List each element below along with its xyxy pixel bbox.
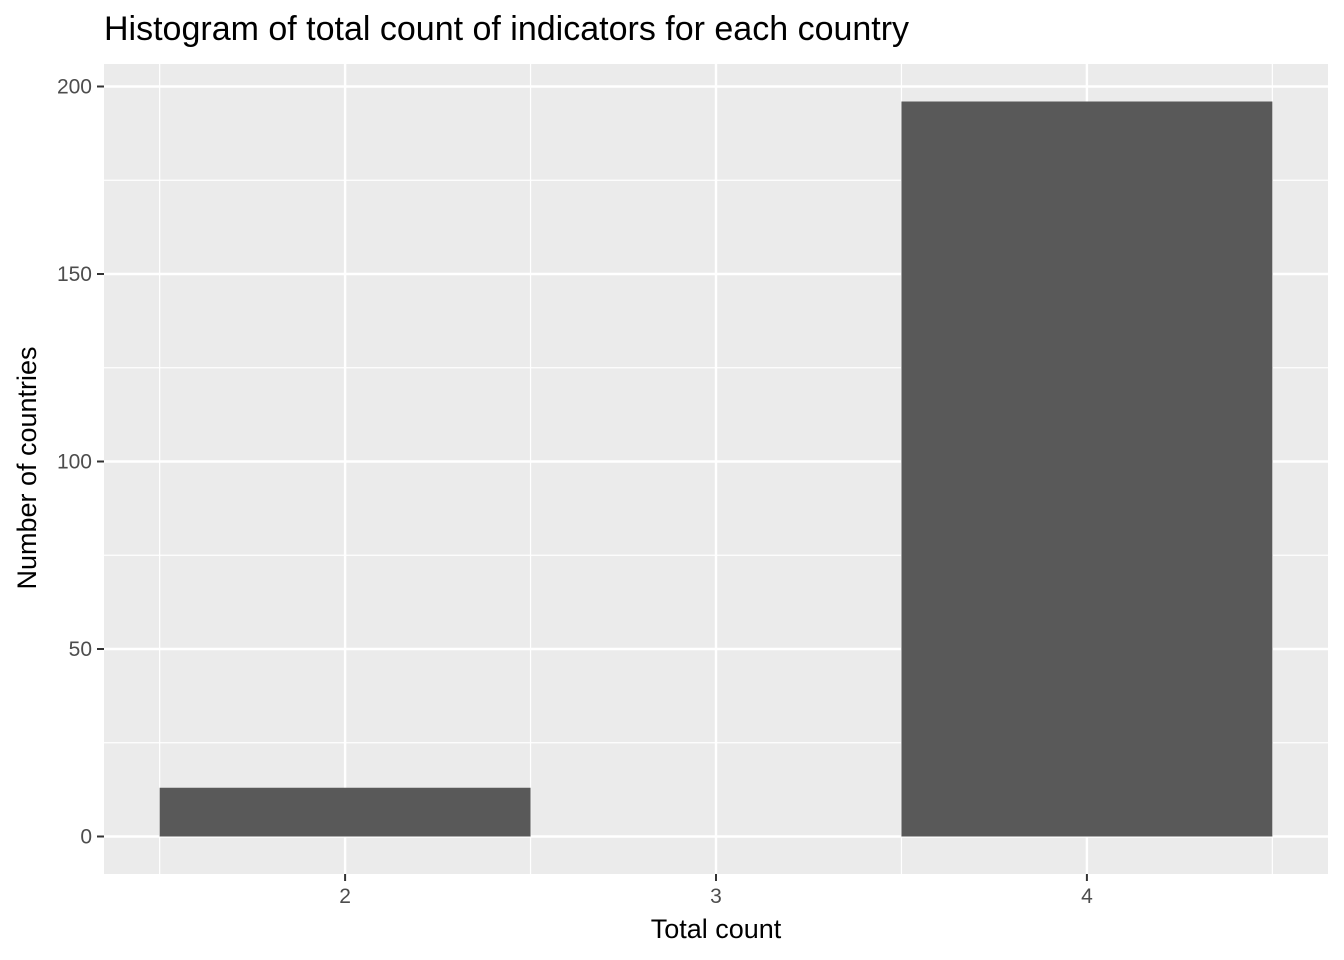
y-tick-label: 100 [57,451,92,474]
x-axis: 2 3 4 [339,874,1093,908]
y-tick-label: 50 [69,638,92,661]
histogram-bar [901,101,1273,837]
x-tick-label: 4 [1081,885,1093,908]
y-tick-label: 200 [57,76,92,99]
y-axis-title: Number of countries [12,346,42,589]
x-tick-label: 2 [339,885,351,908]
y-axis: 0 50 100 150 200 [57,76,104,849]
histogram-bars [159,101,1273,837]
x-axis-title: Total count [651,914,782,944]
x-tick-label: 3 [710,885,722,908]
chart-title: Histogram of total count of indicators f… [104,10,909,48]
y-tick-label: 0 [80,826,92,849]
y-tick-label: 150 [57,263,92,286]
histogram-bar [159,787,531,837]
